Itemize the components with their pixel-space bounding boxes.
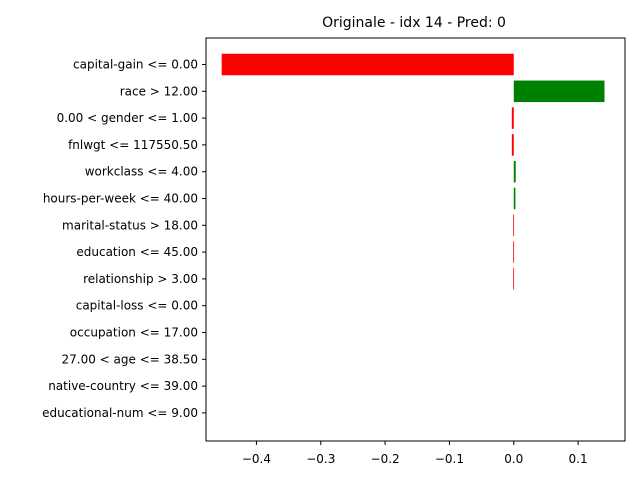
y-tick-label: capital-gain <= 0.00 [73,58,198,72]
bar-1 [513,80,605,103]
x-tick-label: 0.1 [569,452,588,466]
y-axis-ticks: capital-gain <= 0.00 race > 12.00 0.00 < g… [42,58,206,420]
bar-4 [513,160,516,183]
bars-group [221,53,605,290]
x-tick-label: 0.0 [504,452,523,466]
y-tick-label: race > 12.00 [120,84,198,98]
y-tick-label: fnlwgt <= 117550.50 [68,138,198,152]
y-tick-label: educational-num <= 9.00 [42,406,198,420]
y-tick-label: marital-status > 18.00 [62,218,198,232]
y-tick-label: education <= 45.00 [76,245,198,259]
x-axis-ticks: −0.4 −0.3 −0.2 −0.1 0.0 0.1 [242,441,588,466]
bar-3 [511,134,514,156]
bar-0 [221,53,514,76]
bar-7 [513,241,515,263]
x-tick-label: −0.1 [435,452,464,466]
y-tick-label: hours-per-week <= 40.00 [43,192,198,206]
y-tick-label: relationship > 3.00 [83,272,198,286]
chart-title: Originale - idx 14 - Pred: 0 [322,15,506,31]
bar-5 [513,187,516,210]
x-tick-label: −0.2 [371,452,400,466]
y-tick-label: 27.00 < age <= 38.50 [62,352,198,366]
x-tick-label: −0.3 [306,452,335,466]
y-tick-label: native-country <= 39.00 [48,379,198,393]
plot-frame [205,37,626,442]
y-tick-label: capital-loss <= 0.00 [76,299,198,313]
y-tick-label: workclass <= 4.00 [85,165,198,179]
bar-6 [513,214,515,237]
y-tick-label: 0.00 < gender <= 1.00 [57,111,198,125]
bar-8 [513,268,515,290]
y-tick-label: occupation <= 17.00 [70,326,198,340]
bar-2 [511,107,514,129]
x-tick-label: −0.4 [242,452,271,466]
